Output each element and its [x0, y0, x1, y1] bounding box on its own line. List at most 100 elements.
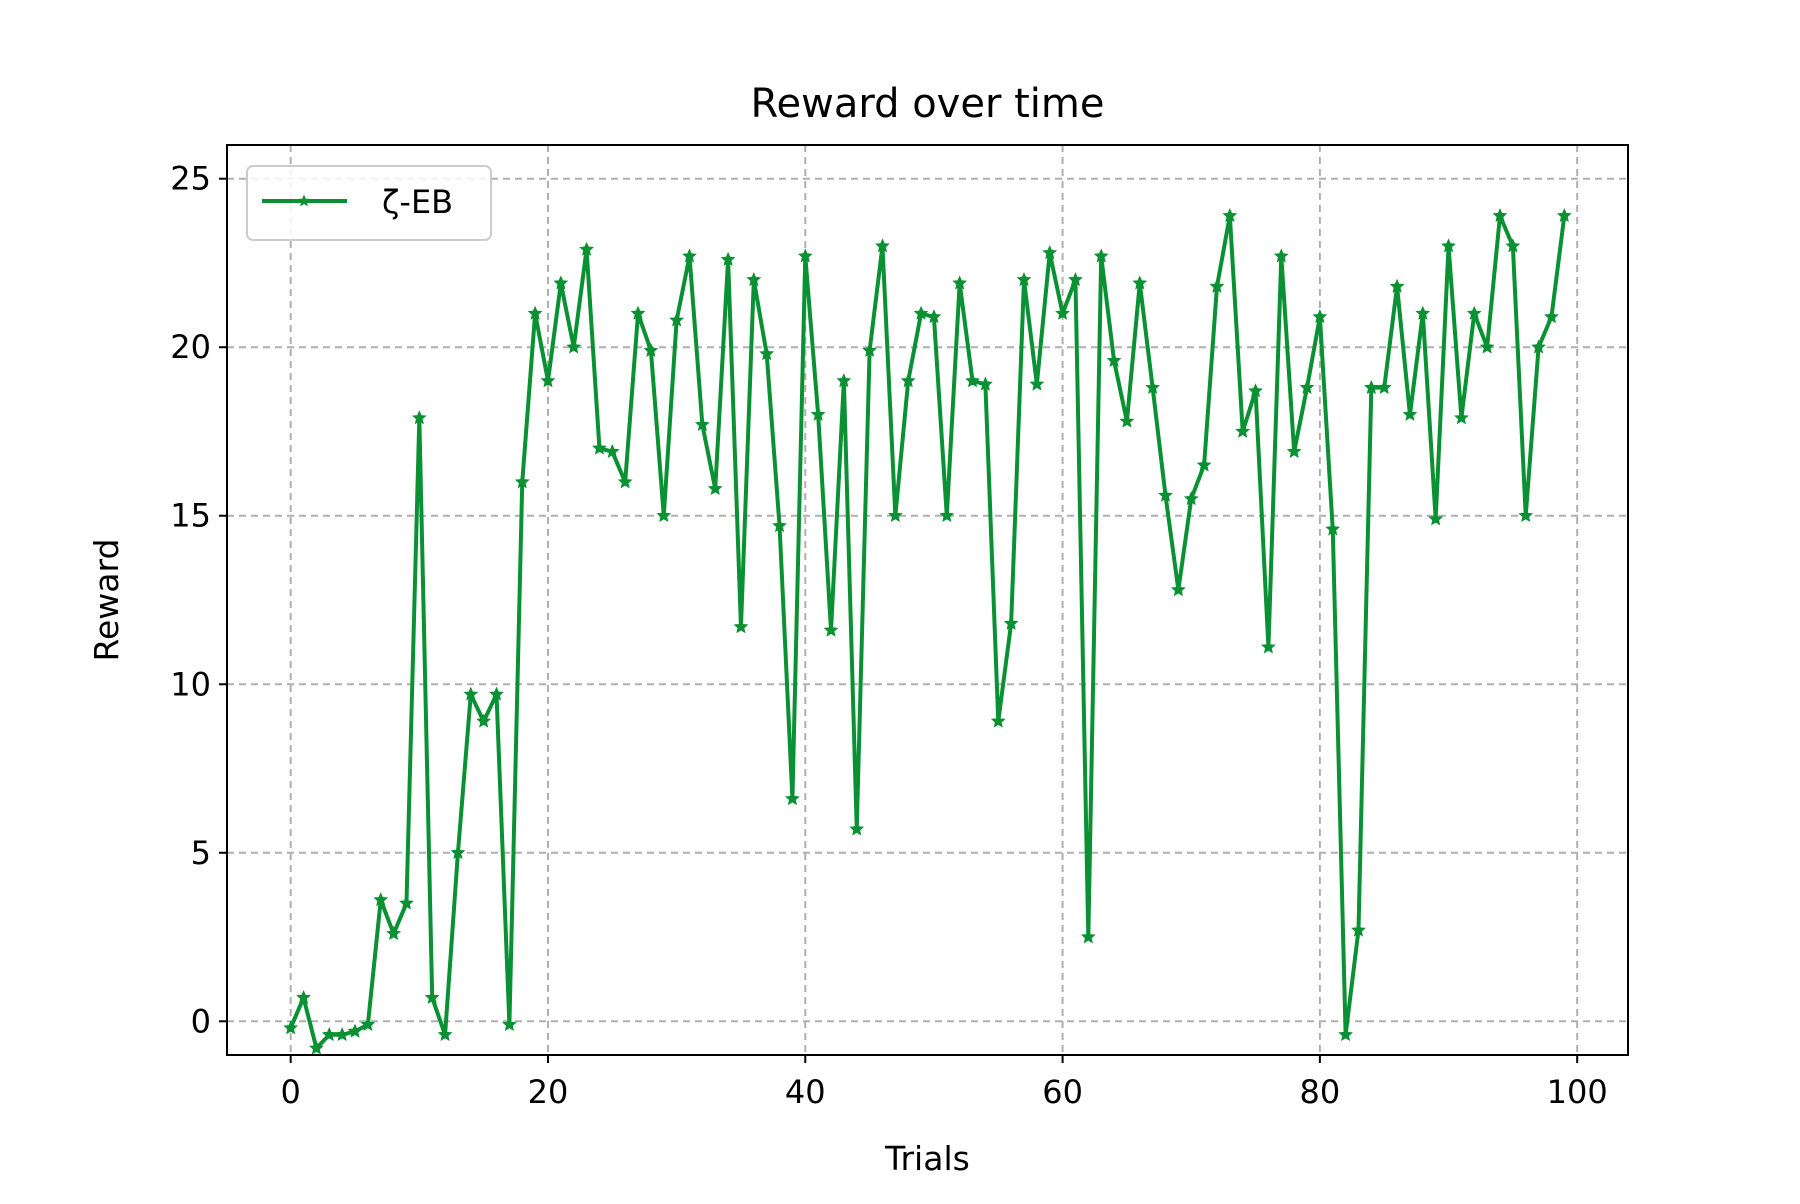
x-tick-label: 100 — [1547, 1073, 1608, 1111]
data-point — [347, 1023, 363, 1038]
y-tick-label: 10 — [170, 665, 211, 703]
data-point — [797, 248, 813, 263]
data-point — [1080, 929, 1096, 944]
data-point — [810, 406, 826, 421]
data-point — [939, 507, 955, 523]
data-point — [900, 373, 916, 388]
data-point — [630, 305, 646, 320]
data-point — [1235, 423, 1251, 438]
data-point — [1158, 487, 1173, 502]
data-point — [592, 440, 607, 455]
data-point — [965, 373, 980, 388]
data-point — [746, 272, 762, 287]
data-point — [514, 474, 530, 489]
data-point — [617, 474, 633, 489]
data-point — [707, 481, 723, 496]
data-point — [1338, 1027, 1353, 1042]
data-point — [1222, 208, 1238, 223]
data-point — [978, 376, 993, 391]
legend-box — [246, 165, 492, 241]
data-point — [1299, 379, 1315, 394]
x-tick-label: 40 — [785, 1073, 826, 1111]
data-point — [1428, 511, 1444, 526]
x-axis-label: Trials — [884, 1139, 970, 1178]
data-point — [1325, 521, 1341, 536]
data-point — [1248, 383, 1263, 398]
y-tick-label: 15 — [170, 497, 211, 535]
legend-entry-label: ζ-EB — [382, 183, 453, 221]
x-tick-label: 0 — [281, 1073, 301, 1111]
y-tick-label: 20 — [170, 328, 211, 366]
data-point — [463, 686, 479, 701]
data-point — [887, 507, 903, 523]
data-point — [1556, 208, 1572, 223]
data-point — [1531, 339, 1546, 354]
chart-title: Reward over time — [751, 81, 1105, 127]
data-point — [1016, 272, 1032, 287]
series-layer — [283, 208, 1572, 1055]
data-point — [399, 895, 414, 910]
x-tick-label: 60 — [1042, 1073, 1083, 1111]
data-point — [489, 686, 504, 701]
x-tick-label: 80 — [1300, 1073, 1341, 1111]
data-point — [875, 238, 890, 253]
data-point — [1402, 406, 1418, 421]
data-point — [1376, 379, 1392, 394]
data-point — [1042, 245, 1058, 260]
data-point — [309, 1040, 324, 1055]
data-point — [476, 713, 492, 728]
data-point — [862, 342, 877, 357]
data-point — [1183, 491, 1199, 506]
data-point — [1415, 305, 1431, 320]
data-point — [694, 416, 710, 432]
data-point — [1055, 305, 1070, 320]
data-point — [1351, 922, 1366, 937]
data-point — [785, 791, 800, 806]
data-point — [1479, 339, 1495, 354]
data-point — [283, 1020, 299, 1035]
grid — [227, 145, 1628, 1055]
data-point — [1454, 410, 1469, 425]
data-point — [669, 312, 685, 327]
x-tick-label: 20 — [528, 1073, 569, 1111]
data-point — [759, 346, 775, 361]
data-point — [1029, 376, 1045, 391]
data-point — [411, 410, 427, 425]
data-point — [334, 1027, 350, 1042]
data-point — [1106, 352, 1122, 367]
data-point — [913, 305, 929, 320]
data-point — [1068, 272, 1083, 287]
data-point — [1261, 639, 1276, 654]
data-point — [733, 619, 749, 634]
data-point — [682, 248, 697, 263]
data-point — [1312, 309, 1328, 324]
data-point — [990, 713, 1006, 728]
data-point — [1093, 248, 1109, 263]
data-point — [527, 305, 543, 320]
data-point — [1505, 238, 1521, 253]
data-point — [1466, 305, 1482, 320]
data-point — [1273, 248, 1289, 263]
data-point — [1441, 238, 1456, 253]
data-point — [1196, 457, 1212, 472]
data-point — [926, 309, 942, 324]
ticks: 0 20 40 60 80 100 0 5 10 15 20 25 — [170, 160, 1607, 1111]
y-axis-label: Reward — [87, 539, 126, 662]
data-point — [1145, 379, 1161, 394]
data-point — [1544, 309, 1559, 324]
data-point — [360, 1016, 376, 1031]
data-point — [836, 373, 852, 388]
data-point — [952, 275, 968, 290]
plot-frame — [226, 144, 1629, 1056]
data-point — [553, 275, 569, 290]
y-tick-label: 25 — [170, 160, 211, 198]
data-point — [604, 443, 620, 458]
data-point — [373, 892, 389, 907]
data-point — [656, 507, 672, 523]
series-line — [288, 213, 1567, 1051]
data-point — [823, 622, 839, 637]
data-point — [502, 1016, 517, 1031]
data-point — [1119, 413, 1135, 428]
data-point — [424, 989, 440, 1004]
